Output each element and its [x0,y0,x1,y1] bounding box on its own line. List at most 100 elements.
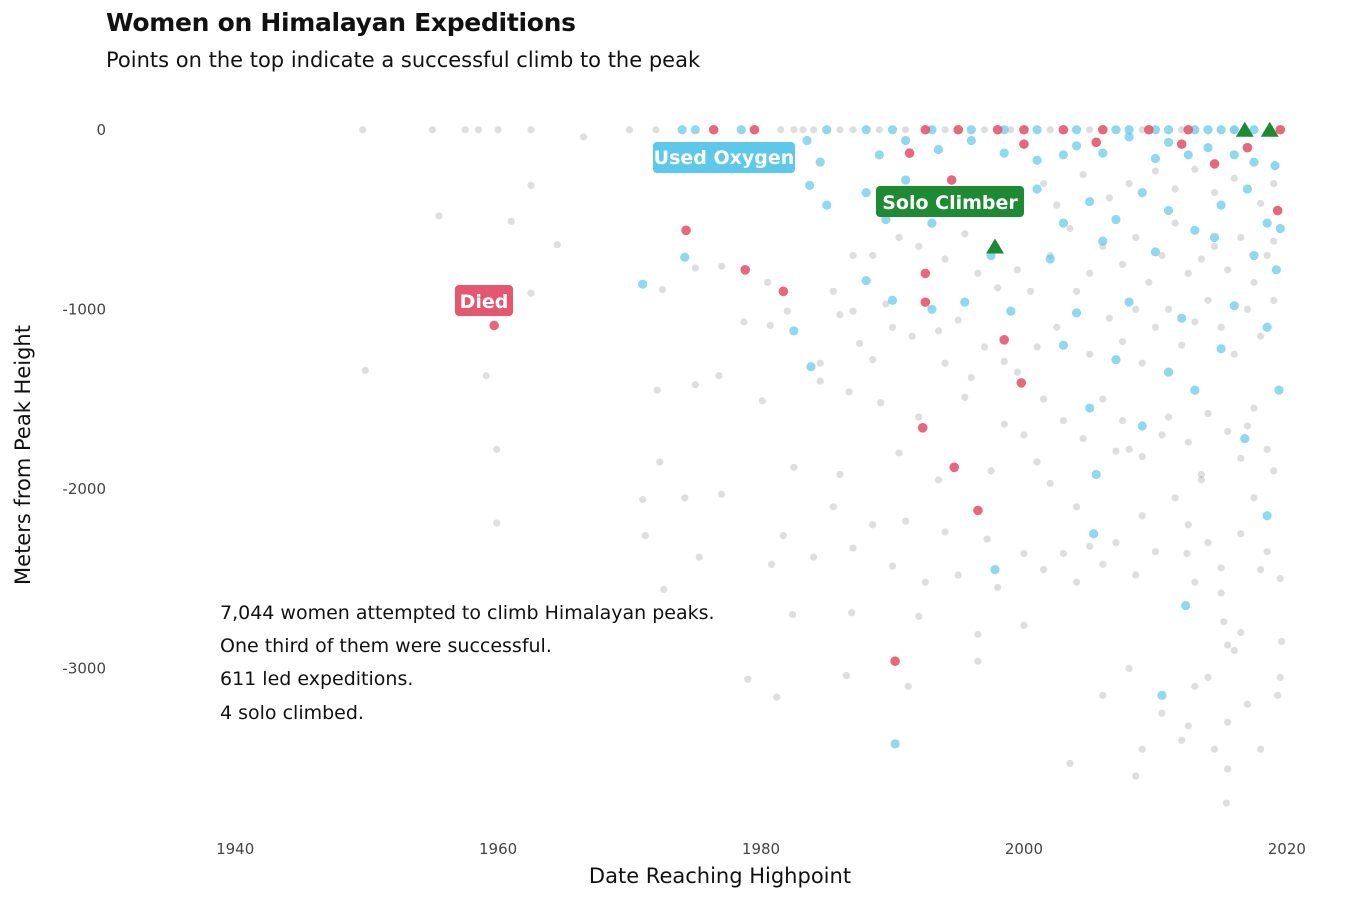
climber-point [1224,266,1232,274]
climber-point [1026,287,1035,295]
oxygen-point [1229,150,1239,160]
climber-point [1276,673,1284,681]
oxygen-point [933,144,944,155]
climber-point [1191,682,1199,690]
climber-point [1112,539,1120,547]
climber-point [1066,224,1074,233]
climber-point [695,553,703,561]
oxygen-point [1111,354,1121,365]
oxygen-point [1150,153,1160,164]
climber-point [1184,722,1192,730]
climber-point [1222,799,1230,807]
died-point [1209,159,1220,169]
climber-point [1086,126,1094,134]
oxygen-point [861,275,871,286]
climber-point [836,470,844,479]
climber-point [856,339,864,348]
climber-point [1164,305,1173,313]
climber-point [1138,126,1146,134]
died-point [1019,124,1029,135]
oxygen-point [1209,232,1220,243]
climber-point [1224,641,1232,649]
oxygen-point [677,125,687,135]
oxygen-point [1229,301,1239,311]
oxygen-point [861,125,871,135]
climber-point [974,269,982,277]
climber-point [954,316,962,324]
climber-point [1204,296,1212,304]
chart-title: Women on Himalayan Expeditions [106,8,576,37]
died-point [920,297,931,307]
climber-point [980,343,989,351]
climber-point [1204,539,1212,547]
climber-point [1256,566,1265,574]
climber-point [875,126,883,134]
climber-point [829,287,837,295]
oxygen-point [1177,313,1187,323]
climber-point [849,307,857,315]
climber-point [1138,452,1146,461]
oxygen-point [1203,125,1213,135]
climber-point [842,671,851,680]
oxygen-point [1150,125,1160,135]
climber-point [941,126,949,134]
oxygen-point [1071,141,1082,151]
climber-point [639,496,647,504]
climber-point [790,463,798,471]
oxygen-point [1137,421,1147,431]
oxygen-point [789,326,799,336]
died-point [1016,378,1027,388]
climber-point [1243,700,1252,708]
oxygen-point [1270,161,1280,171]
climber-point [1224,427,1232,435]
oxygen-point [1071,308,1082,318]
died-point [1183,124,1194,135]
oxygen-point [1240,433,1250,444]
oxygen-point [1157,690,1167,700]
climber-point [1184,269,1192,277]
climber-point [994,584,1002,592]
axis-ticks: 1940 1960 1980 2000 2020 0 -1000 -2000 -3000 [62,121,1306,858]
died-point [992,124,1003,135]
climber-point [1040,395,1048,403]
oxygen-point [1045,254,1055,264]
climber-point [1217,564,1225,572]
climber-point [1171,219,1179,227]
climber-point [954,571,962,579]
oxygen-point [1249,125,1259,135]
climber-point [974,630,982,638]
oxygen-point [805,180,815,191]
climber-point [1105,194,1113,202]
climber-point [717,490,726,498]
climber-point [1013,266,1021,274]
oxygen-point [638,279,648,289]
climber-point [1079,434,1087,443]
climber-point [1217,589,1225,597]
oxygen-point [1183,150,1193,160]
climber-point [1072,287,1081,295]
climber-point [1217,323,1225,331]
oxygen-point [1058,150,1068,160]
climber-point [1138,512,1146,520]
climber-point [641,531,649,540]
climber-point [763,278,772,286]
oxygen-point [1181,600,1191,611]
label-died: Died [455,285,513,316]
oxygen-point [1124,125,1134,135]
climber-point [845,388,853,396]
y-tick-label: 0 [96,121,106,139]
climber-point [1079,171,1087,179]
climber-point [941,255,949,263]
climber-point [1000,357,1008,365]
oxygen-point [927,218,937,228]
climber-point [994,284,1002,292]
oxygen-point [1216,125,1226,135]
died-point [946,175,957,185]
label-used-oxygen-text: Used Oxygen [654,147,795,169]
oxygen-point [1249,250,1259,261]
climber-point [1040,566,1048,574]
died-point [778,286,789,297]
oxygen-point [690,125,700,135]
climber-point [908,332,916,340]
climber-point [1033,458,1041,466]
